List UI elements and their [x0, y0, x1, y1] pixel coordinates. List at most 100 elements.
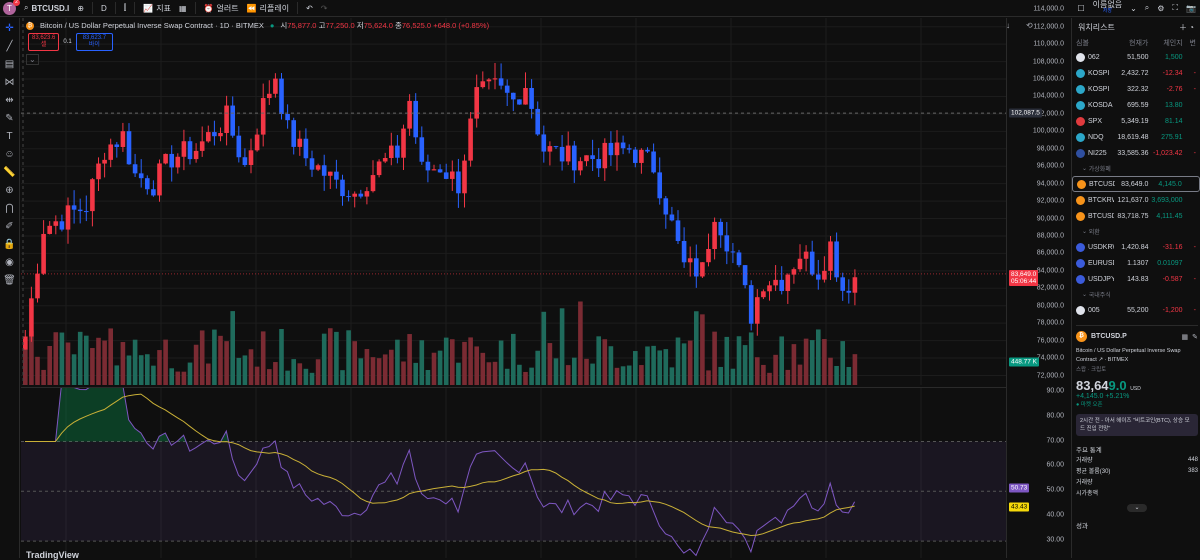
crosshair-icon[interactable]: ✛: [5, 23, 14, 34]
candle-body: [431, 169, 437, 171]
camera-icon[interactable]: 📷: [1186, 3, 1196, 13]
ohlc-values: 시75,877.0 고77,250.0 저75,624.0 종76,525.0 …: [280, 20, 489, 31]
redo-icon[interactable]: ↷: [320, 3, 328, 13]
watchlist-row[interactable]: 062 51,500 1,500: [1072, 49, 1200, 65]
candle-body: [517, 99, 522, 105]
sell-button[interactable]: 83,623.6 셀: [28, 33, 60, 51]
ruler-icon[interactable]: 📏: [3, 167, 16, 178]
magnet-icon[interactable]: ⋂: [5, 203, 14, 214]
volume-bar: [700, 314, 705, 385]
pattern-icon[interactable]: ⋈: [4, 77, 15, 88]
watchlist-row[interactable]: KOSPI 322.32 -2.76 -: [1072, 81, 1200, 97]
collapse-legend-icon[interactable]: ⌄: [26, 54, 39, 65]
alerts-button[interactable]: ⏰ 얼러트: [204, 3, 239, 14]
symbol-logo-icon: [1076, 52, 1085, 62]
undo-icon[interactable]: ↶: [306, 3, 313, 13]
fib-icon[interactable]: ▤: [4, 59, 15, 70]
high-label: 고: [318, 21, 326, 30]
grid-icon[interactable]: ▦: [1181, 333, 1189, 341]
candle-body: [730, 251, 736, 253]
candle-body: [163, 153, 168, 164]
volume-bar: [206, 363, 211, 385]
symbol-search[interactable]: ⌕ BTCUSD.I: [24, 3, 69, 13]
candle-body: [755, 297, 760, 324]
divider: [114, 2, 116, 14]
layout-name-button[interactable]: 이름없음 저장: [1093, 1, 1122, 15]
volume-bar: [419, 340, 425, 385]
watchlist-header: 워치리스트 ＋ ◔: [1072, 18, 1200, 37]
rsi-chart[interactable]: [21, 387, 1006, 558]
edit-icon[interactable]: ✎: [1192, 333, 1198, 341]
candle-body: [590, 155, 595, 160]
col-pct[interactable]: 변: [1189, 40, 1196, 47]
fullscreen-icon[interactable]: ⛶: [1172, 3, 1179, 12]
row-change: -2.76: [1166, 85, 1183, 93]
text-icon[interactable]: T: [6, 131, 13, 142]
quick-search-icon[interactable]: ⌕: [1144, 3, 1150, 12]
eye-icon[interactable]: ◉: [5, 257, 14, 268]
layout-square-icon[interactable]: ☐: [1077, 3, 1085, 13]
rsi-tick: 50.00: [1046, 486, 1064, 494]
price-axis[interactable]: 72,000.0 74,000.0 76,000.0 78,000.0 80,000.0…: [1006, 6, 1070, 558]
lock-drawing-icon[interactable]: ✐: [5, 221, 14, 232]
lock-icon[interactable]: 🔒: [3, 239, 16, 250]
watchlist-row[interactable]: BTCKRW121,637.03,693,000: [1072, 192, 1200, 208]
watchlist-row[interactable]: EURUSD 1.1307 0.01097: [1072, 255, 1200, 271]
watchlist-row[interactable]: BTCUSD 83,649.0 4,145.0: [1072, 176, 1200, 192]
col-symbol[interactable]: 심볼: [1076, 40, 1089, 47]
row-change: -0.587: [1162, 275, 1183, 283]
news-item[interactable]: 2시간 전 - 아서 헤이즈 "비트코인(BTC), 상승 모드 진입 전망": [1076, 414, 1198, 436]
watchlist-row[interactable]: SPX 5,349.19 81.14: [1072, 113, 1200, 129]
expand-icon[interactable]: ⌄: [1127, 504, 1147, 512]
watchlist-row[interactable]: USDJPY 143.83 -0.587 -: [1072, 271, 1200, 287]
reset-icon[interactable]: ⟲: [1026, 21, 1033, 30]
candle-body: [474, 87, 479, 119]
replay-button[interactable]: ⏪ 리플레이: [247, 3, 289, 14]
volume-bar: [120, 342, 126, 385]
brush-icon[interactable]: ✎: [5, 113, 14, 124]
trend-line-icon[interactable]: ╱: [6, 41, 13, 52]
volume-bar: [145, 354, 150, 385]
add-symbol-icon[interactable]: ⊕: [77, 3, 84, 13]
templates-icon[interactable]: ▦: [179, 3, 187, 13]
row-symbol: 005: [1088, 306, 1100, 314]
indicators-button[interactable]: 📈 지표: [143, 3, 171, 14]
candle-body: [254, 134, 260, 151]
candle-body: [23, 336, 28, 350]
watchlist-row[interactable]: NI225 33,585.36 -1,023.42 -: [1072, 145, 1200, 161]
watchlist-row[interactable]: BTCUSD 83,718.75 4,111.45: [1072, 208, 1200, 224]
candle-body: [407, 100, 412, 129]
volume-bar: [358, 358, 364, 385]
emoji-icon[interactable]: ☺: [4, 149, 15, 160]
watchlist-section[interactable]: ⌄ 국내주식: [1082, 292, 1111, 299]
candle-type-icon[interactable]: ⫿: [123, 3, 127, 12]
price-chart[interactable]: [21, 18, 1006, 385]
watchlist-title[interactable]: 워치리스트: [1078, 23, 1115, 32]
watchlist-row[interactable]: USDKRW 1,420.84 -31.16 -: [1072, 239, 1200, 255]
watchlist-row[interactable]: NDQ 18,619.48 275.91: [1072, 129, 1200, 145]
settings-icon[interactable]: ⚙: [1157, 3, 1165, 13]
watchlist-row[interactable]: KOSPI 2,432.72 -12.34 -: [1072, 65, 1200, 81]
projection-icon[interactable]: ⇹: [5, 95, 14, 106]
watchlist-row[interactable]: KOSDA 695.59 13.80: [1072, 97, 1200, 113]
symbol-logo-icon: [1076, 116, 1085, 126]
watchlist-section[interactable]: ⌄ 가상화폐: [1082, 166, 1111, 173]
col-price[interactable]: 현재가: [1129, 40, 1149, 47]
buy-button[interactable]: 83,623.7 바이: [75, 33, 114, 51]
chevron-down-icon[interactable]: ⌄: [1130, 3, 1137, 13]
interval-button[interactable]: D: [100, 3, 107, 13]
volume-bar: [401, 361, 406, 385]
buy-label: 바이: [88, 42, 100, 48]
candle-body: [828, 241, 833, 271]
watchlist-section[interactable]: ⌄ 외환: [1082, 229, 1100, 236]
volume-value: 448.77 K: [1011, 358, 1038, 366]
watchlist-row[interactable]: 005 55,200 -1,200 -: [1072, 302, 1200, 318]
volume-bar: [199, 330, 205, 385]
zoom-in-icon[interactable]: ⊕: [5, 185, 14, 196]
col-change[interactable]: 체인지: [1163, 40, 1183, 47]
add-symbol-icon[interactable]: ＋ ◔: [1178, 23, 1194, 32]
candle-body: [212, 132, 217, 137]
trash-icon[interactable]: 🗑: [3, 275, 16, 286]
scroll-latest-icon[interactable]: ↓: [1006, 21, 1010, 30]
